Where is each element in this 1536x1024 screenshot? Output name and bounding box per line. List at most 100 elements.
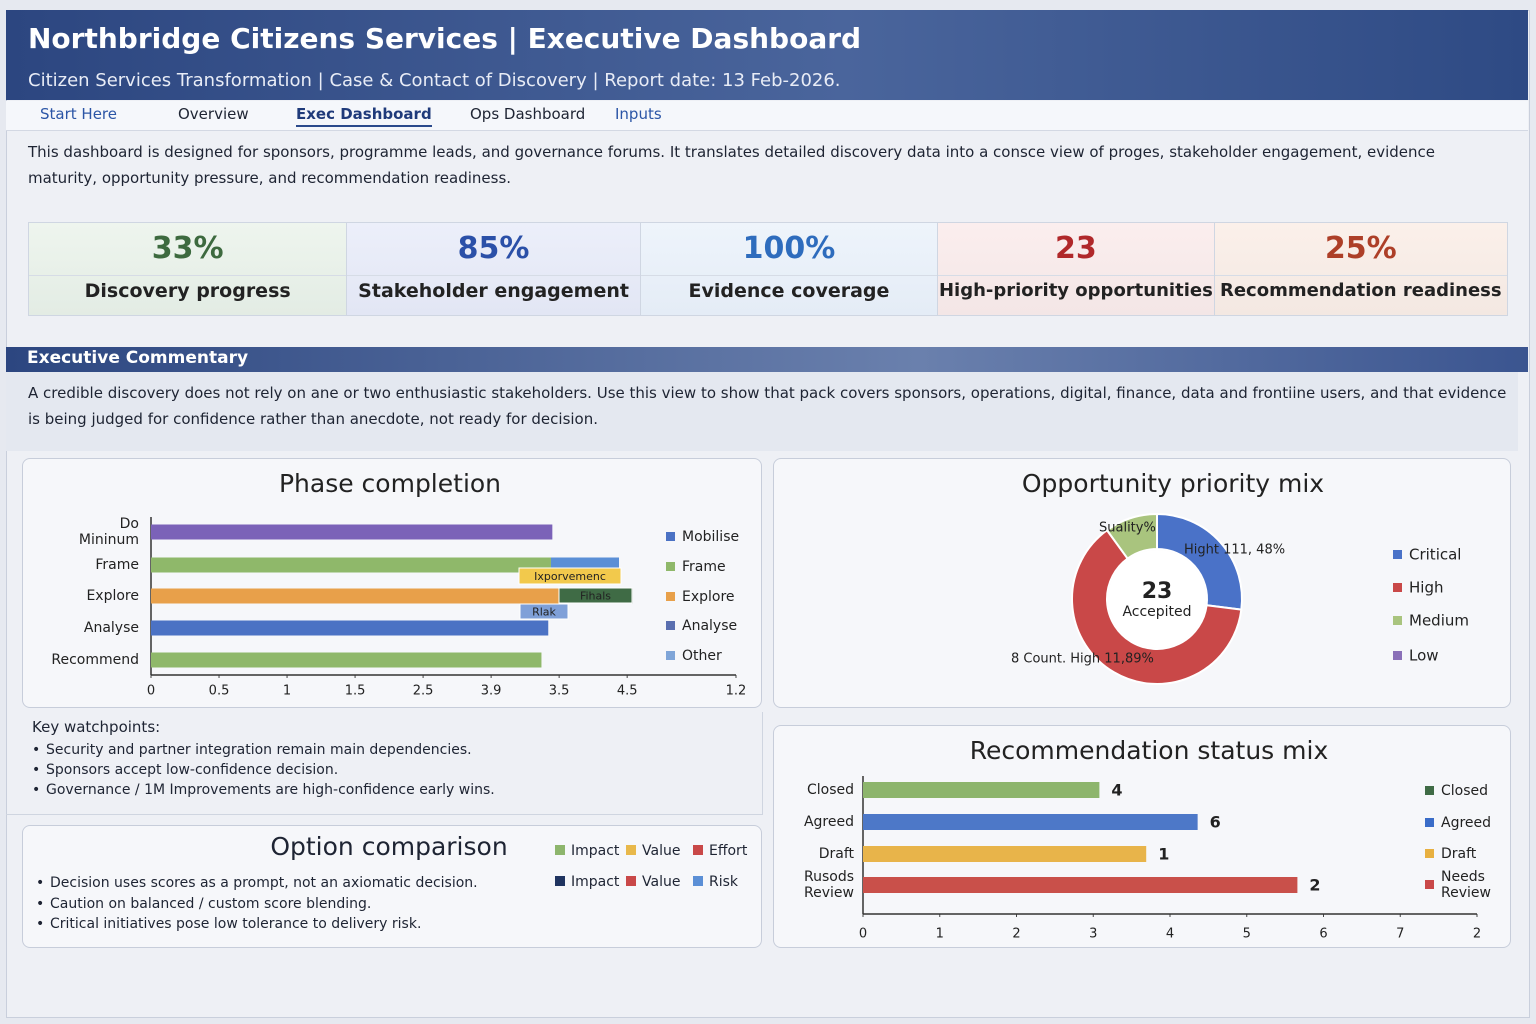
annotation: Fihals: [580, 590, 611, 603]
legend-swatch: [555, 845, 565, 855]
annotation-box: [519, 603, 569, 620]
legend-swatch: [1393, 616, 1402, 625]
y-tick-label: Closed: [807, 782, 854, 798]
x-tick-label: 0: [859, 927, 867, 942]
legend-swatch: [666, 651, 675, 660]
legend-label: Value: [642, 874, 681, 890]
legend-swatch: [1425, 849, 1434, 858]
legend-swatch: [555, 876, 565, 886]
nav-tab[interactable]: Ops Dashboard: [470, 105, 586, 123]
legend-swatch: [1393, 651, 1402, 660]
nav-bar: [6, 101, 1528, 131]
y-tick-label: Frame: [95, 557, 139, 573]
legend-item: Impact: [555, 843, 619, 859]
commentary-bar: [6, 347, 1528, 372]
legend-label: Impact: [571, 843, 620, 859]
legend-label: Risk: [709, 874, 739, 890]
header: [6, 10, 1528, 100]
bar: [863, 846, 1147, 862]
x-tick-label: 6: [1319, 927, 1327, 942]
bar: [151, 588, 560, 604]
chart-panel: Phase completion 0 0.5 1 1.5 2.5 3.9 3.5 4.5 1.2 D…: [22, 458, 762, 708]
chart: Recommendation status mix 0 1 2 3 4 5 6 7 2 Closed…: [804, 736, 1491, 942]
legend-swatch: [626, 845, 636, 855]
kpi-card: 23 High-priority opportunities: [938, 223, 1215, 315]
legend-label: Low: [1409, 647, 1439, 665]
kpi-value: 33%: [151, 231, 224, 266]
legend-swatch: [666, 562, 675, 571]
legend-label: Impact: [571, 874, 620, 890]
bar: [863, 782, 1100, 798]
x-tick-label: 2: [1012, 927, 1020, 942]
bullet: Governance / 1M Improvements are high-co…: [32, 780, 495, 800]
x-tick-label: 0: [147, 684, 155, 699]
y-tick-label: Rusods Review: [804, 869, 854, 901]
chart-title: Opportunity priority mix: [1022, 469, 1324, 498]
bar: [151, 620, 549, 636]
x-tick-label: 1.2: [726, 684, 747, 699]
legend-swatch: [693, 876, 703, 886]
nav-tab[interactable]: Overview: [178, 105, 249, 123]
y-tick-label: Analyse: [84, 620, 139, 636]
legend-label: Critical: [1409, 546, 1461, 564]
kpi-label: Recommendation readiness: [1214, 275, 1507, 301]
legend-swatch: [1425, 818, 1434, 827]
option-title: Option comparison: [270, 832, 508, 861]
legend-swatch: [666, 621, 675, 630]
annotation: 8 Count. High 11,89%: [1011, 652, 1154, 667]
legend-swatch: [1393, 550, 1402, 559]
legend-swatch: [666, 592, 675, 601]
y-tick-label: Agreed: [804, 814, 854, 830]
legend-label: Needs Review: [1441, 869, 1491, 901]
y-tick-label: Recommend: [51, 652, 139, 668]
kpi-value: 100%: [742, 231, 836, 266]
nav-tab[interactable]: Start Here: [40, 105, 117, 123]
legend-label: Draft: [1441, 846, 1477, 862]
legend-label: Medium: [1409, 612, 1469, 630]
option-list: Decision uses scores as a prompt, not an…: [36, 873, 478, 935]
legend-label: Agreed: [1441, 815, 1491, 831]
legend-swatch: [1425, 880, 1434, 889]
commentary-text: A credible discovery does not rely on an…: [6, 372, 1518, 451]
x-tick-label: 1.5: [345, 684, 366, 699]
data-label: 1: [1158, 845, 1169, 864]
annotation-box: [558, 587, 633, 604]
legend-item: Value: [626, 874, 680, 890]
x-tick-label: 2.5: [413, 684, 434, 699]
legend-item: Effort: [693, 843, 747, 859]
watchpoints-panel: [6, 712, 763, 815]
kpi-card: 100% Evidence coverage: [640, 223, 939, 315]
kpi-card: 85% Stakeholder engagement: [347, 223, 641, 315]
legend-swatch: [1393, 583, 1402, 592]
commentary-title: Executive Commentary: [27, 348, 249, 368]
legend-item: Risk: [693, 874, 738, 890]
kpi-card: 33% Discovery progress: [29, 223, 348, 315]
kpi-card: 25% Recommendation readiness: [1214, 223, 1507, 315]
bullet: Caution on balanced / custom score blend…: [36, 894, 478, 915]
x-tick-label: 3.5: [549, 684, 570, 699]
bullet: Sponsors accept low-confidence decision.: [32, 760, 495, 780]
x-tick-label: 5: [1243, 927, 1251, 942]
nav-tab[interactable]: Inputs: [615, 105, 662, 123]
kpi-value: 85%: [457, 231, 530, 266]
bar: [151, 652, 542, 668]
annotation: Hight 111, 48%: [1184, 543, 1285, 558]
center-value: 23: [1142, 579, 1173, 604]
x-tick-label: 0.5: [209, 684, 230, 699]
bar: [151, 557, 551, 573]
legend-label: Mobilise: [682, 529, 739, 545]
y-tick-label: Explore: [86, 588, 139, 604]
legend-label: Frame: [682, 559, 726, 575]
bar: [151, 524, 553, 540]
kpi-label: Discovery progress: [29, 275, 347, 302]
nav-tab-active[interactable]: Exec Dashboard: [296, 105, 432, 127]
chart-panel: Recommendation status mix 0 1 2 3 4 5 6 7 2 Closed…: [773, 725, 1511, 948]
x-tick-label: 3: [1089, 927, 1097, 942]
legend-item: Value: [626, 843, 680, 859]
bullet: Critical initiatives pose low tolerance …: [36, 914, 478, 935]
kpi-value: 23: [1055, 231, 1097, 266]
bullet: Security and partner integration remain …: [32, 740, 495, 760]
y-tick-label: Do Mininum: [79, 516, 139, 548]
annotation: Suality%: [1099, 521, 1156, 536]
